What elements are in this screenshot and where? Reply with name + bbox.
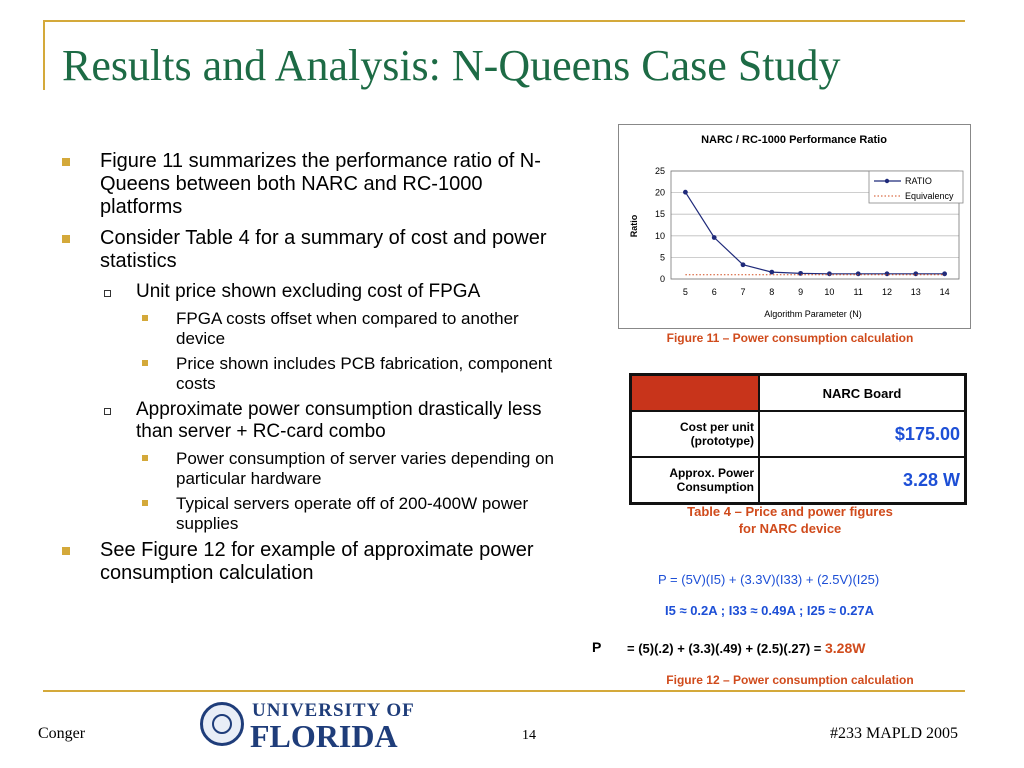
ratio-data-point <box>711 235 717 240</box>
bullet-item: Consider Table 4 for a summary of cost a… <box>62 227 562 273</box>
bullet-item: See Figure 12 for example of approximate… <box>62 539 562 585</box>
table4-caption: Table 4 – Price and power figures for NA… <box>630 503 950 537</box>
legend-equivalency-label: Equivalency <box>905 191 954 201</box>
bullet-text: Figure 11 summarizes the performance rat… <box>100 150 541 218</box>
university-seal-icon <box>200 702 244 746</box>
performance-ratio-chart: NARC / RC-1000 Performance Ratio Ratio A… <box>618 124 971 329</box>
ratio-data-point <box>855 271 861 277</box>
footer-event: #233 MAPLD 2005 <box>830 725 959 742</box>
ratio-data-point <box>740 262 746 268</box>
sub-sub-bullet-item: FPGA costs offset when compared to anoth… <box>62 309 562 349</box>
table-row-label: Cost per unit (prototype) <box>629 410 760 458</box>
y-tick-label: 5 <box>660 252 665 262</box>
square-bullet-icon <box>142 500 148 506</box>
sub-sub-bullet-item: Power consumption of server varies depen… <box>62 449 562 489</box>
ratio-data-point <box>683 189 688 195</box>
x-tick-label: 12 <box>882 287 892 297</box>
sub-sub-bullet-text: Power consumption of server varies depen… <box>176 449 554 488</box>
sub-sub-bullet-item: Typical servers operate off of 200-400W … <box>62 494 562 534</box>
university-logo: UNIVERSITY OF FLORIDA <box>200 698 420 756</box>
y-tick-label: 25 <box>655 166 665 176</box>
bullet-item: Figure 11 summarizes the performance rat… <box>62 150 562 219</box>
power-calculation-body: = (5)(.2) + (3.3)(.49) + (2.5)(.27) = <box>627 641 822 656</box>
x-tick-label: 7 <box>740 287 745 297</box>
sub-sub-bullet-text: Price shown includes PCB fabrication, co… <box>176 354 553 393</box>
ratio-data-point <box>769 269 775 275</box>
footer-author: Conger <box>38 725 86 742</box>
legend-ratio-label: RATIO <box>905 176 932 186</box>
top-rule <box>43 20 965 22</box>
sub-sub-bullet-item: Price shown includes PCB fabrication, co… <box>62 354 562 394</box>
x-tick-label: 13 <box>911 287 921 297</box>
table-header-row: NARC Board <box>629 373 967 412</box>
x-tick-label: 8 <box>769 287 774 297</box>
square-bullet-icon <box>62 158 70 166</box>
x-tick-label: 6 <box>712 287 717 297</box>
power-symbol: P <box>592 639 602 655</box>
logo-line1: UNIVERSITY OF <box>252 700 415 721</box>
table-corner-cell <box>629 373 760 412</box>
plot-area: 0 5 10 15 20 25 5 6 7 8 9 10 11 12 13 14 <box>655 166 960 297</box>
table-column-header: NARC Board <box>758 373 967 412</box>
power-calculation: = (5)(.2) + (3.3)(.49) + (2.5)(.27) = 3.… <box>627 640 865 656</box>
left-rule <box>43 20 45 90</box>
ratio-data-point <box>884 271 890 277</box>
logo-line2: FLORIDA <box>250 718 398 754</box>
bullet-text: See Figure 12 for example of approximate… <box>100 539 534 584</box>
sub-sub-bullet-text: Typical servers operate off of 200-400W … <box>176 494 529 533</box>
sub-bullet-text: Unit price shown excluding cost of FPGA <box>136 281 481 302</box>
ratio-data-point <box>827 271 832 277</box>
ratio-data-point <box>913 271 919 277</box>
power-equation: P = (5V)(I5) + (3.3V)(I33) + (2.5V)(I25) <box>658 572 880 587</box>
x-axis-label: Algorithm Parameter (N) <box>764 309 862 319</box>
square-bullet-icon <box>142 360 148 366</box>
chart-title: NARC / RC-1000 Performance Ratio <box>701 134 887 146</box>
price-power-table: NARC Board Cost per unit (prototype) $17… <box>629 373 967 505</box>
power-calculation-result: 3.28W <box>824 640 866 656</box>
table-row: Cost per unit (prototype) $175.00 <box>629 410 967 458</box>
square-bullet-icon <box>62 547 70 555</box>
plot-frame <box>670 170 960 280</box>
x-tick-label: 14 <box>940 287 950 297</box>
table4-caption-line1: Table 4 – Price and power figures <box>687 504 893 519</box>
legend-ratio-marker <box>884 178 890 184</box>
square-bullet-icon <box>142 315 148 321</box>
table-row: Approx. Power Consumption 3.28 W <box>629 456 967 505</box>
legend-box <box>868 170 964 204</box>
table4-caption-line2: for NARC device <box>738 521 842 536</box>
x-tick-label: 5 <box>683 287 688 297</box>
bullet-text: Consider Table 4 for a summary of cost a… <box>100 227 547 272</box>
figure11-caption: Figure 11 – Power consumption calculatio… <box>666 331 914 345</box>
square-bullet-icon <box>62 235 70 243</box>
x-tick-label: 10 <box>824 287 834 297</box>
sub-sub-bullet-text: FPGA costs offset when compared to anoth… <box>176 309 519 348</box>
chart-svg: NARC / RC-1000 Performance Ratio Ratio A… <box>629 134 964 319</box>
ratio-series-line <box>684 191 945 275</box>
y-tick-label: 10 <box>655 231 665 241</box>
current-values: I5 ≈ 0.2A ; I33 ≈ 0.49A ; I25 ≈ 0.27A <box>665 603 875 618</box>
y-axis-label: Ratio <box>629 214 639 237</box>
figure12-caption: Figure 12 – Power consumption calculatio… <box>666 673 914 687</box>
ratio-data-point <box>942 271 947 277</box>
bullet-list: Figure 11 summarizes the performance rat… <box>62 150 562 593</box>
hollow-square-bullet-icon <box>104 408 111 415</box>
y-tick-label: 0 <box>660 274 665 284</box>
seal-inner-ring <box>212 714 232 734</box>
sub-bullet-item: Approximate power consumption drasticall… <box>62 399 562 443</box>
sub-bullet-item: Unit price shown excluding cost of FPGA <box>62 281 562 303</box>
y-tick-label: 15 <box>655 209 665 219</box>
slide-title: Results and Analysis: N-Queens Case Stud… <box>62 41 841 90</box>
table-row-label: Approx. Power Consumption <box>629 456 760 505</box>
sub-bullet-text: Approximate power consumption drasticall… <box>136 399 542 442</box>
square-bullet-icon <box>142 455 148 461</box>
x-tick-label: 9 <box>798 287 803 297</box>
bottom-rule <box>43 690 965 692</box>
chart-legend: RATIO Equivalency <box>868 170 964 204</box>
y-tick-label: 20 <box>655 188 665 198</box>
table-row-value: 3.28 W <box>758 456 967 505</box>
hollow-square-bullet-icon <box>104 290 111 297</box>
table-row-value: $175.00 <box>758 410 967 458</box>
x-tick-label: 11 <box>854 287 863 297</box>
page-number: 14 <box>522 728 536 743</box>
